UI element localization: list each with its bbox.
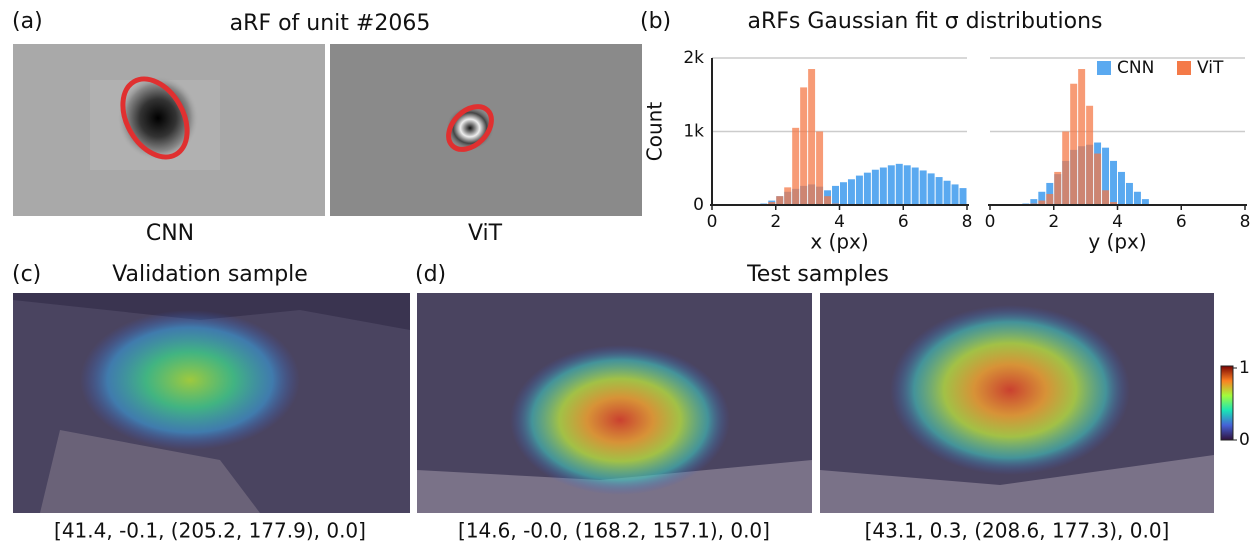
histogram-bar	[871, 169, 879, 205]
histogram-bar	[1118, 171, 1125, 205]
histogram-bar	[847, 179, 855, 205]
image-label: ViT	[468, 221, 503, 246]
panel-label: (a)	[12, 9, 43, 34]
x-tick-label: 8	[962, 212, 973, 232]
histogram-bar	[840, 182, 847, 205]
histogram-bar	[927, 173, 935, 205]
histogram-bar	[1046, 193, 1054, 205]
histogram-bar	[951, 184, 959, 205]
x-tick-label: 4	[834, 212, 845, 232]
histogram-bar	[1054, 171, 1062, 205]
sample-caption: [43.1, 0.3, (208.6, 177.3), 0.0]	[865, 519, 1170, 543]
histogram-bar	[1125, 182, 1133, 205]
y-tick-label: 2k	[683, 48, 704, 68]
histogram-bar	[919, 170, 927, 205]
panel-label: (d)	[415, 262, 446, 287]
histogram-bar	[1070, 83, 1078, 205]
histogram-bar	[1062, 131, 1070, 205]
histogram-bar	[855, 175, 863, 205]
legend-swatch	[1177, 61, 1191, 75]
panel-title: Test samples	[746, 262, 889, 287]
histogram-bar	[863, 172, 871, 205]
x-tick-label: 6	[1176, 212, 1187, 232]
panel-label: (b)	[640, 9, 671, 34]
histogram-bar	[1110, 202, 1117, 205]
histogram-bar	[800, 87, 808, 205]
histogram-bar	[1141, 199, 1149, 205]
colorbar	[1220, 365, 1234, 441]
y-tick-label: 0	[693, 195, 704, 215]
histogram-bar	[1086, 105, 1094, 205]
histogram-bar	[943, 180, 951, 205]
histogram-bar	[1038, 191, 1046, 205]
histogram-bar	[1110, 160, 1117, 205]
histogram-bar	[1094, 153, 1102, 205]
legend-swatch	[1097, 61, 1111, 75]
colorbar-tick-label: 0	[1239, 430, 1250, 450]
x-tick-label: 8	[1240, 212, 1251, 232]
histogram-bar	[903, 165, 911, 205]
histogram-bar	[1102, 190, 1110, 205]
panel-title: Validation sample	[112, 262, 308, 287]
validation-heatmap	[13, 293, 410, 513]
x-axis-label: y (px)	[1088, 230, 1146, 254]
histogram-bar	[1078, 69, 1086, 206]
histogram-bar	[1133, 191, 1141, 205]
test-heatmap	[820, 293, 1214, 513]
histogram-bar	[895, 163, 903, 205]
histogram-bar	[816, 131, 824, 205]
histogram-bar	[1102, 147, 1110, 205]
x-tick-label: 2	[770, 212, 781, 232]
histogram-bar	[784, 187, 792, 205]
histogram-bar	[887, 165, 895, 205]
test-heatmap	[417, 293, 812, 513]
histogram-bar	[808, 69, 816, 206]
histogram-bar	[959, 188, 967, 205]
histogram-bar	[911, 167, 919, 205]
histogram-bar	[792, 127, 800, 205]
x-axis-label: x (px)	[810, 230, 868, 254]
legend-label: ViT	[1197, 58, 1224, 78]
x-tick-label: 0	[707, 212, 718, 232]
histogram-bar	[1038, 200, 1046, 205]
sample-caption: [14.6, -0.0, (168.2, 157.1), 0.0]	[458, 519, 770, 543]
x-tick-label: 2	[1048, 212, 1059, 232]
panel-title: aRF of unit #2065	[230, 11, 431, 36]
legend-label: CNN	[1117, 58, 1154, 78]
x-tick-label: 6	[898, 212, 909, 232]
image-label: CNN	[146, 221, 194, 246]
chart-title: aRFs Gaussian fit σ distributions	[747, 9, 1102, 34]
x-tick-label: 4	[1112, 212, 1123, 232]
colorbar-tick-label: 1	[1239, 358, 1250, 378]
histogram-bar	[776, 196, 784, 205]
cnn-arf-image	[13, 44, 325, 216]
histogram-bar	[768, 202, 776, 205]
y-axis-label: Count	[643, 102, 667, 162]
panel-label: (c)	[12, 262, 41, 287]
histogram-bar	[824, 196, 832, 205]
histogram-bar	[1030, 199, 1038, 205]
histogram-bar	[935, 177, 943, 205]
histogram-bar	[832, 185, 839, 205]
y-tick-label: 1k	[683, 122, 704, 142]
sample-caption: [41.4, -0.1, (205.2, 177.9), 0.0]	[54, 519, 366, 543]
x-tick-label: 0	[985, 212, 996, 232]
histogram-bar	[879, 167, 887, 205]
vit-arf-image	[330, 44, 642, 216]
